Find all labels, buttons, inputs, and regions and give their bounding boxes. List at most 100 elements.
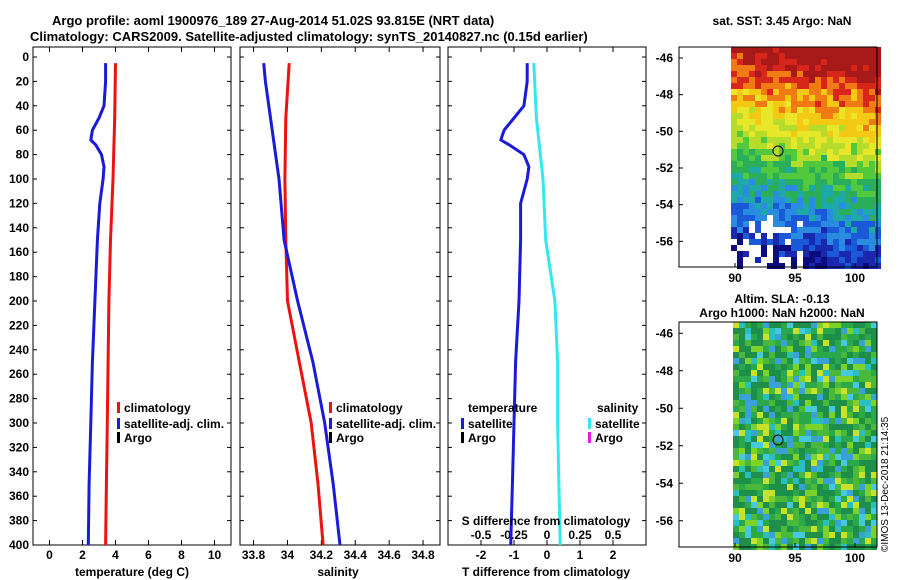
t-difference-x-label: T difference from climatology: [462, 565, 630, 579]
sla-cell: [745, 352, 751, 358]
sst-cell: [737, 131, 743, 137]
sla-cell: [847, 448, 853, 454]
sst-cell: [875, 227, 881, 233]
legend-swatch-satellite: [329, 418, 332, 429]
sst-cell: [821, 83, 827, 89]
sla-cell: [781, 322, 787, 328]
sst-cell: [875, 149, 881, 155]
sst-cell: [857, 167, 863, 173]
sst-cell: [875, 215, 881, 221]
sla-cell: [769, 532, 775, 538]
sst-cell: [785, 161, 791, 167]
sst-cell: [863, 233, 869, 239]
sst-cell: [773, 95, 779, 101]
sla-cell: [853, 472, 859, 478]
sla-cell: [751, 430, 757, 436]
sst-cell: [779, 197, 785, 203]
sst-cell: [821, 107, 827, 113]
sla-cell: [859, 334, 865, 340]
sla-cell: [751, 508, 757, 514]
sla-cell: [787, 346, 793, 352]
sst-cell: [845, 209, 851, 215]
sla-cell: [793, 340, 799, 346]
sst-cell: [731, 77, 737, 83]
sst-cell: [821, 173, 827, 179]
sst-cell: [821, 89, 827, 95]
sst-cell: [797, 227, 803, 233]
sst-cell: [851, 263, 857, 269]
sst-cell: [851, 71, 857, 77]
sla-cell: [871, 412, 877, 418]
sla-cell: [787, 418, 793, 424]
sst-cell: [809, 221, 815, 227]
sst-cell: [731, 179, 737, 185]
sla-cell: [811, 388, 817, 394]
x-tick-label: 33.8: [242, 548, 266, 562]
sla-cell: [739, 322, 745, 328]
y-tick-label: 300: [9, 416, 29, 430]
sla-cell: [739, 532, 745, 538]
sst-cell: [821, 221, 827, 227]
legend-label-argo: Argo: [124, 431, 152, 445]
sla-cell: [805, 352, 811, 358]
sla-cell: [835, 526, 841, 532]
sla-cell: [769, 508, 775, 514]
sst-cell: [785, 143, 791, 149]
sla-cell: [751, 340, 757, 346]
sst-cell: [815, 89, 821, 95]
x-tick-label: -1: [509, 548, 520, 562]
sst-cell: [839, 77, 845, 83]
sla-cell: [865, 358, 871, 364]
sst-cell: [857, 197, 863, 203]
sst-cell: [815, 137, 821, 143]
sla-cell: [853, 364, 859, 370]
sla-cell: [847, 412, 853, 418]
sst-cell: [755, 125, 761, 131]
y-tick-label: 120: [9, 196, 29, 210]
sst-cell: [809, 215, 815, 221]
sla-cell: [799, 436, 805, 442]
sst-cell: [773, 167, 779, 173]
sst-cell: [875, 179, 881, 185]
sla-cell: [793, 436, 799, 442]
sst-cell: [791, 173, 797, 179]
sst-cell: [833, 209, 839, 215]
sst-cell: [875, 59, 881, 65]
sla-cell: [829, 526, 835, 532]
sst-cell: [755, 239, 761, 245]
sla-cell: [745, 496, 751, 502]
sst-cell: [773, 47, 779, 53]
sst-cell: [749, 209, 755, 215]
sla-cell: [733, 346, 739, 352]
sst-cell: [743, 113, 749, 119]
sla-cell: [799, 364, 805, 370]
sla-cell: [787, 442, 793, 448]
sla-cell: [787, 526, 793, 532]
sla-cell: [763, 364, 769, 370]
sst-cell: [743, 203, 749, 209]
sla-cell: [823, 442, 829, 448]
sla-cell: [805, 538, 811, 544]
sla-cell: [829, 532, 835, 538]
sla-cell: [805, 442, 811, 448]
sst-cell: [857, 215, 863, 221]
sla-cell: [871, 448, 877, 454]
sla-cell: [859, 430, 865, 436]
sla-cell: [811, 418, 817, 424]
sst-cell: [875, 155, 881, 161]
sst-cell: [851, 101, 857, 107]
sla-cell: [763, 448, 769, 454]
sla-cell: [841, 490, 847, 496]
sst-cell: [833, 131, 839, 137]
legend-label-s-satellite: satellite: [595, 417, 640, 431]
sst-cell: [773, 245, 779, 251]
sst-cell: [839, 263, 845, 269]
sla-cell: [871, 508, 877, 514]
sla-cell: [733, 376, 739, 382]
sla-cell: [763, 388, 769, 394]
sla-cell: [847, 436, 853, 442]
sst-cell: [731, 65, 737, 71]
sla-cell: [859, 532, 865, 538]
sst-cell: [875, 107, 881, 113]
sst-cell: [755, 167, 761, 173]
